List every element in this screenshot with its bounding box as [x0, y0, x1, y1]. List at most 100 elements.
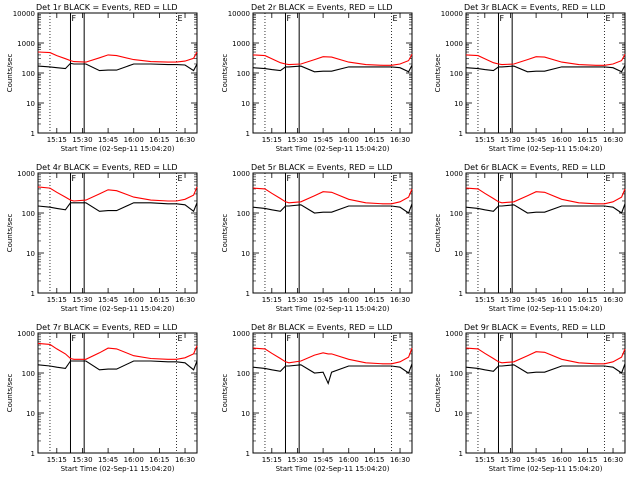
panel-title: Det 4r BLACK = Events, RED = LLD: [36, 163, 178, 172]
y-tick-label: 1000: [17, 40, 35, 48]
y-tick-label: 10: [241, 100, 250, 108]
y-tick-label: 10: [454, 410, 463, 418]
marker-label-e: E: [605, 334, 610, 343]
events-series-line: [37, 62, 198, 72]
panel-title: Det 5r BLACK = Events, RED = LLD: [251, 163, 393, 172]
y-tick-label: 100: [22, 70, 35, 78]
y-tick-label: 100: [237, 210, 250, 218]
x-axis-label: Start Time (02-Sep-11 15:04:20): [489, 145, 603, 153]
marker-label-e: E: [605, 174, 610, 183]
y-tick-label: 1: [459, 450, 463, 458]
y-tick-label: 10: [454, 250, 463, 258]
y-tick-label: 1: [31, 450, 35, 458]
lld-series-line: [252, 54, 413, 66]
x-axis-label: Start Time (02-Sep-11 15:04:20): [276, 145, 390, 153]
x-tick-label: 16:30: [175, 136, 195, 144]
y-tick-label: 10000: [13, 10, 35, 18]
x-tick-label: 15:30: [72, 136, 92, 144]
x-tick-label: 15:15: [262, 296, 282, 304]
y-tick-label: 10: [26, 100, 35, 108]
x-tick-label: 15:45: [98, 296, 118, 304]
marker-label-f: F: [286, 334, 291, 343]
x-tick-label: 15:15: [262, 136, 282, 144]
y-axis-label: Counts/sec: [434, 54, 442, 93]
panel-title: Det 8r BLACK = Events, RED = LLD: [251, 323, 393, 332]
events-series-line: [252, 203, 413, 214]
events-series-line: [465, 65, 626, 73]
panel-title: Det 7r BLACK = Events, RED = LLD: [36, 323, 178, 332]
x-tick-label: 15:45: [313, 296, 333, 304]
x-tick-label: 16:15: [364, 136, 384, 144]
lld-series-line: [252, 347, 413, 365]
x-axis-label: Start Time (02-Sep-11 15:04:20): [489, 305, 603, 313]
y-tick-label: 1000: [232, 170, 250, 178]
x-tick-label: 16:15: [149, 296, 169, 304]
y-tick-label: 100: [450, 210, 463, 218]
lld-series-line: [37, 51, 198, 63]
marker-label-e: E: [177, 14, 182, 23]
marker-label-f: F: [71, 14, 76, 23]
x-tick-label: 15:30: [287, 456, 307, 464]
x-tick-label: 15:30: [72, 296, 92, 304]
y-tick-label: 1000: [232, 40, 250, 48]
x-tick-label: 16:30: [603, 136, 623, 144]
y-tick-label: 10: [241, 410, 250, 418]
y-axis-label: Counts/sec: [434, 374, 442, 413]
y-tick-label: 1: [246, 290, 250, 298]
plot-frame: [252, 172, 413, 294]
marker-label-f: F: [286, 14, 291, 23]
y-tick-label: 1: [31, 290, 35, 298]
x-tick-label: 16:00: [124, 296, 144, 304]
x-tick-label: 16:00: [552, 456, 572, 464]
x-tick-label: 15:30: [287, 136, 307, 144]
y-axis-label: Counts/sec: [221, 374, 229, 413]
x-tick-label: 16:15: [577, 456, 597, 464]
marker-label-f: F: [71, 174, 76, 183]
x-tick-label: 15:30: [500, 296, 520, 304]
x-axis-label: Start Time (02-Sep-11 15:04:20): [61, 465, 175, 473]
lld-series-line: [465, 54, 626, 66]
y-axis-label: Counts/sec: [6, 374, 14, 413]
marker-label-f: F: [499, 334, 504, 343]
y-axis-label: Counts/sec: [221, 54, 229, 93]
x-tick-label: 16:30: [175, 456, 195, 464]
plot-frame: [252, 332, 413, 454]
x-axis-label: Start Time (02-Sep-11 15:04:20): [61, 145, 175, 153]
y-tick-label: 1: [459, 290, 463, 298]
lld-series-line: [465, 187, 626, 205]
y-tick-label: 1: [459, 130, 463, 138]
y-tick-label: 100: [237, 370, 250, 378]
x-tick-label: 15:45: [98, 456, 118, 464]
panel-title: Det 3r BLACK = Events, RED = LLD: [464, 3, 606, 12]
x-tick-label: 16:00: [339, 456, 359, 464]
x-tick-label: 15:45: [526, 136, 546, 144]
events-series-line: [465, 203, 626, 214]
x-tick-label: 16:15: [577, 296, 597, 304]
detector-panel: Det 3r BLACK = Events, RED = LLD 1 10 100 10…: [434, 3, 626, 153]
x-axis-label: Start Time (02-Sep-11 15:04:20): [276, 465, 390, 473]
y-tick-label: 10: [26, 410, 35, 418]
panel-title: Det 1r BLACK = Events, RED = LLD: [36, 3, 178, 12]
x-tick-label: 15:45: [526, 456, 546, 464]
detector-panel: Det 1r BLACK = Events, RED = LLD 1 10 100 10…: [6, 3, 198, 153]
y-tick-label: 1000: [445, 330, 463, 338]
y-tick-label: 1: [246, 450, 250, 458]
x-tick-label: 15:15: [47, 296, 67, 304]
y-tick-label: 1000: [17, 170, 35, 178]
y-tick-label: 10: [26, 250, 35, 258]
detector-panel: Det 2r BLACK = Events, RED = LLD 1 10 100 10…: [221, 3, 413, 153]
marker-label-f: F: [499, 14, 504, 23]
detector-panel: Det 6r BLACK = Events, RED = LLD 1 10 100 10…: [434, 163, 626, 313]
marker-label-e: E: [392, 334, 397, 343]
marker-label-e: E: [605, 14, 610, 23]
x-tick-label: 15:30: [72, 456, 92, 464]
x-tick-label: 15:15: [262, 456, 282, 464]
x-tick-label: 16:00: [339, 136, 359, 144]
marker-label-f: F: [286, 174, 291, 183]
marker-label-e: E: [177, 174, 182, 183]
y-tick-label: 1000: [445, 40, 463, 48]
x-tick-label: 16:00: [339, 296, 359, 304]
x-tick-label: 16:30: [175, 296, 195, 304]
panel-title: Det 6r BLACK = Events, RED = LLD: [464, 163, 606, 172]
marker-label-f: F: [71, 334, 76, 343]
